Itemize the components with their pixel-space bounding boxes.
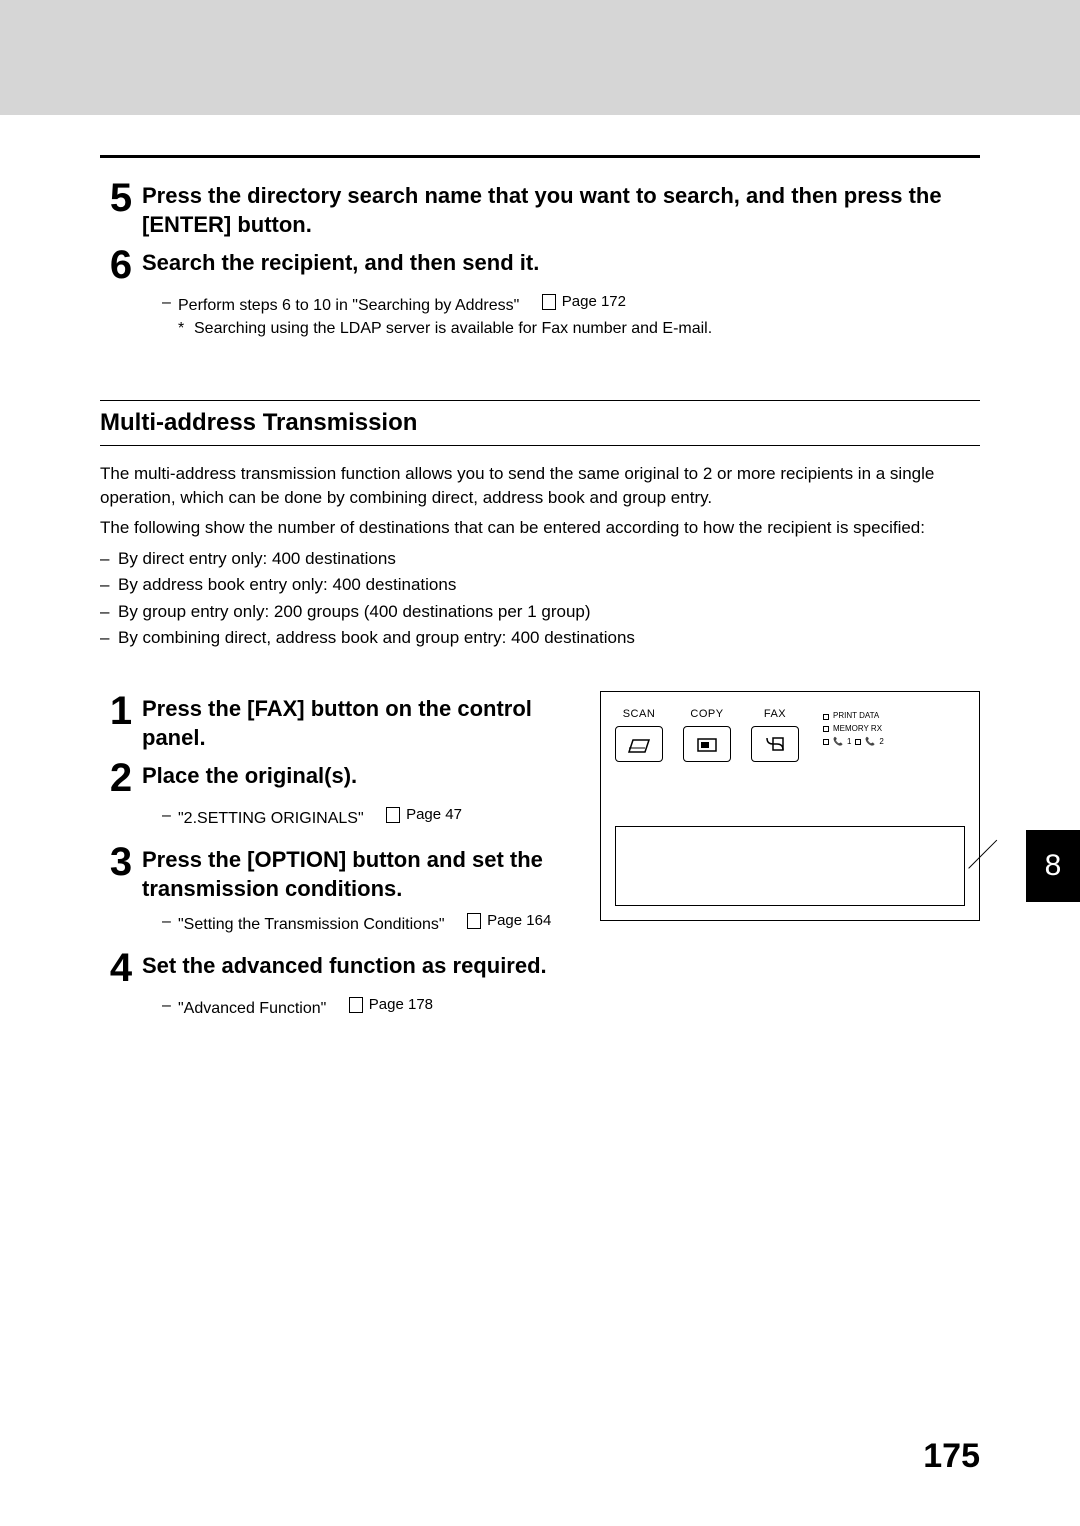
step-3-sub: – "Setting the Transmission Conditions" … (162, 910, 576, 936)
step-number: 3 (100, 842, 142, 882)
step-number: 6 (100, 245, 142, 285)
header-gray-band (0, 0, 1080, 115)
sub-note: Searching using the LDAP server is avail… (194, 317, 712, 340)
step-number: 4 (100, 948, 142, 988)
step-1: 1 Press the [FAX] button on the control … (100, 691, 576, 752)
step-5: 5 Press the directory search name that y… (100, 178, 980, 239)
step-title: Place the original(s). (142, 758, 357, 791)
panel-fax: FAX (751, 708, 799, 762)
panel-screen (615, 826, 965, 906)
step-number: 5 (100, 178, 142, 218)
sub-text: "2.SETTING ORIGINALS" (178, 810, 364, 827)
panel-scan: SCAN (615, 708, 663, 762)
sub-text: "Advanced Function" (178, 1000, 326, 1017)
page-number: 175 (923, 1437, 980, 1476)
fax-icon (763, 734, 787, 754)
page-ref: Page 172 (542, 291, 626, 313)
copy-button (683, 726, 731, 762)
step-6-sub: – Perform steps 6 to 10 in "Searching by… (162, 291, 980, 340)
page-ref-icon (542, 294, 556, 310)
section-bullets: –By direct entry only: 400 destinations … (100, 546, 980, 651)
step-number: 2 (100, 758, 142, 798)
section-para-1: The multi-address transmission function … (100, 462, 980, 510)
chapter-tab: 8 (1026, 830, 1080, 902)
section-para-2: The following show the number of destina… (100, 516, 980, 540)
step-4: 4 Set the advanced function as required. (100, 948, 576, 988)
step-2-sub: – "2.SETTING ORIGINALS" Page 47 (162, 804, 576, 830)
control-panel-diagram: SCAN COPY FAX (600, 691, 980, 921)
page-ref: Page 47 (386, 804, 462, 826)
scan-button (615, 726, 663, 762)
page-ref-icon (386, 807, 400, 823)
step-title: Set the advanced function as required. (142, 948, 547, 981)
scan-icon (627, 734, 651, 754)
copy-icon (695, 734, 719, 754)
panel-copy: COPY (683, 708, 731, 762)
fax-button (751, 726, 799, 762)
step-title: Search the recipient, and then send it. (142, 245, 539, 278)
step-title: Press the [FAX] button on the control pa… (142, 691, 576, 752)
sub-text: "Setting the Transmission Conditions" (178, 916, 445, 933)
step-title: Press the [OPTION] button and set the tr… (142, 842, 576, 903)
step-2: 2 Place the original(s). (100, 758, 576, 798)
section-title: Multi-address Transmission (100, 401, 980, 446)
step-title: Press the directory search name that you… (142, 178, 980, 239)
step-6: 6 Search the recipient, and then send it… (100, 245, 980, 285)
page-ref-icon (349, 997, 363, 1013)
rule-top (100, 155, 980, 158)
page-ref: Page 178 (349, 994, 433, 1016)
step-4-sub: – "Advanced Function" Page 178 (162, 994, 576, 1020)
page-ref: Page 164 (467, 910, 551, 932)
step-3: 3 Press the [OPTION] button and set the … (100, 842, 576, 903)
step-number: 1 (100, 691, 142, 731)
sub-text: Perform steps 6 to 10 in "Searching by A… (178, 297, 519, 314)
panel-indicators: PRINT DATA MEMORY RX 📞1 📞2 (823, 710, 884, 748)
page-ref-icon (467, 913, 481, 929)
